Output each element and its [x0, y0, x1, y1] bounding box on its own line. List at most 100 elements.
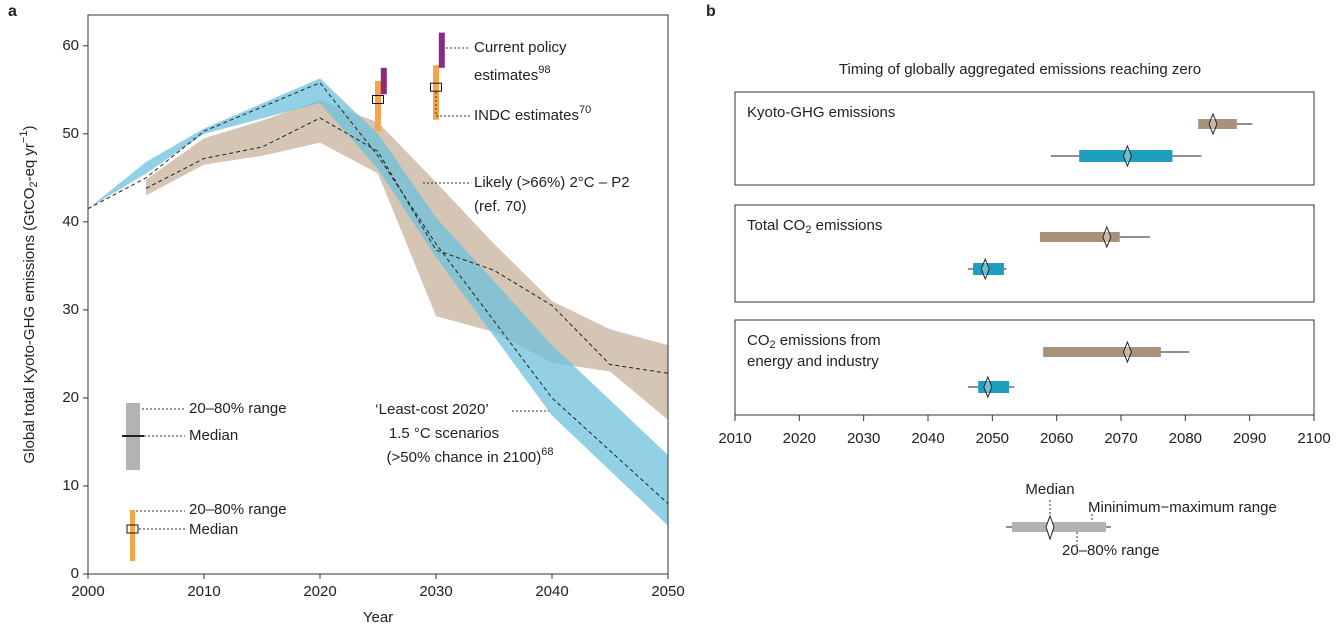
text-part: Total CO — [747, 217, 805, 234]
x-tick-label: 2100 — [1297, 430, 1330, 447]
key-label: Mininimum−maximum range — [1088, 499, 1277, 516]
text-part: energy and industry — [747, 353, 879, 370]
annotation: (ref. 70) — [474, 198, 527, 215]
x-tick-label: 2060 — [1040, 430, 1073, 447]
annotation: 1.5 °C scenarios — [389, 425, 499, 442]
x-axis-title: Year — [363, 609, 393, 626]
leader — [136, 510, 185, 530]
median — [1208, 112, 1218, 136]
superscript: −1 — [18, 131, 30, 144]
superscript: 98 — [538, 64, 550, 76]
text-part: -eq yr — [21, 143, 38, 181]
band — [146, 100, 668, 420]
annotation: estimates98 — [474, 64, 550, 84]
median — [983, 375, 993, 399]
key-median — [126, 524, 139, 534]
y-tick-label: 0 — [71, 565, 79, 582]
subscript: 2 — [805, 224, 811, 236]
key-range — [1012, 522, 1106, 532]
subscript: 2 — [770, 339, 776, 351]
median-line — [87, 82, 669, 504]
range-bar — [375, 81, 381, 132]
annotation: INDC estimates70 — [474, 104, 591, 124]
subscript: 2 — [28, 181, 40, 187]
x-tick-label: 2010 — [718, 430, 751, 447]
range-bar — [438, 32, 445, 68]
key-median — [1045, 514, 1055, 541]
x-tick-label: 2030 — [419, 583, 452, 600]
annotation: ‘Least-cost 2020’ — [375, 401, 488, 418]
x-tick-label: 2080 — [1169, 430, 1202, 447]
box — [1043, 347, 1161, 357]
key-label: Median — [189, 427, 238, 444]
y-tick-label: 30 — [62, 301, 79, 318]
text-part: estimates — [474, 67, 538, 84]
y-tick-label: 50 — [62, 125, 79, 142]
x-tick-label: 2050 — [976, 430, 1009, 447]
median — [1122, 340, 1132, 364]
x-tick-label: 2020 — [303, 583, 336, 600]
box — [973, 263, 1004, 275]
y-tick-label: 10 — [62, 477, 79, 494]
group-title: Kyoto-GHG emissions — [747, 104, 895, 121]
group-title: Total CO2 emissions — [747, 217, 882, 236]
text-part: Kyoto-GHG emissions — [747, 104, 895, 121]
box — [978, 381, 1010, 393]
panel-label: b — [706, 3, 716, 20]
plot-frame — [87, 14, 669, 575]
annotation: Likely (>66%) 2°C – P2 — [474, 174, 630, 191]
box — [1039, 232, 1120, 242]
text-part: CO — [747, 332, 770, 349]
group-title: energy and industry — [747, 353, 879, 370]
range-median — [430, 82, 442, 92]
box — [1079, 150, 1173, 162]
text-part: ‘Least-cost 2020’ — [375, 401, 488, 418]
text-part: emissions — [811, 217, 882, 234]
x-tick-label: 2040 — [911, 430, 944, 447]
x-tick-label: 2070 — [1104, 430, 1137, 447]
band — [88, 78, 668, 526]
y-axis-title: Global total Kyoto-GHG emissions (GtCO2-… — [18, 126, 40, 464]
leader — [142, 408, 185, 437]
y-tick-label: 20 — [62, 389, 79, 406]
range-bar — [380, 67, 387, 95]
text-part: Global total Kyoto-GHG emissions (GtCO — [21, 188, 38, 464]
x-tick-label: 2000 — [71, 583, 104, 600]
superscript: 68 — [541, 446, 553, 458]
text-part: INDC estimates — [474, 107, 579, 124]
group-frame — [734, 319, 1315, 416]
annotation: Current policy — [474, 39, 567, 56]
key-label: 20–80% range — [189, 400, 287, 417]
leader — [1049, 500, 1093, 545]
text-part: ) — [21, 126, 38, 131]
range-median — [372, 95, 384, 105]
y-tick-label: 60 — [62, 37, 79, 54]
chart-title: Timing of globally aggregated emissions … — [839, 61, 1201, 78]
text-part: emissions from — [776, 332, 881, 349]
group-title: CO2 emissions from — [747, 332, 881, 351]
group-frame — [734, 204, 1315, 303]
median — [1102, 225, 1112, 249]
x-tick-label: 2010 — [187, 583, 220, 600]
text-part: (ref. 70) — [474, 198, 527, 215]
key-label: 20–80% range — [189, 501, 287, 518]
x-tick-label: 2040 — [535, 583, 568, 600]
x-tick-label: 2050 — [651, 583, 684, 600]
key-range — [130, 510, 135, 561]
superscript: 70 — [579, 104, 591, 116]
median-line — [145, 117, 669, 374]
text-part: Likely (>66%) 2°C – P2 — [474, 174, 630, 191]
median — [980, 257, 990, 281]
y-tick-label: 40 — [62, 213, 79, 230]
text-part: 1.5 °C scenarios — [389, 425, 499, 442]
leader — [435, 92, 470, 117]
panel-label: a — [8, 3, 17, 20]
key-label: Median — [1025, 481, 1074, 498]
x-tick-label: 2090 — [1233, 430, 1266, 447]
key-label: Median — [189, 521, 238, 538]
text-part: (>50% chance in 2100) — [387, 449, 542, 466]
text-part: Current policy — [474, 39, 567, 56]
median — [1122, 144, 1132, 168]
key-label: 20–80% range — [1062, 542, 1160, 559]
